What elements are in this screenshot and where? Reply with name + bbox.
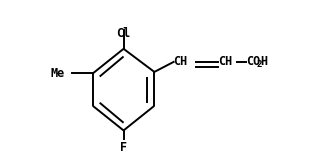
Text: H: H	[260, 55, 267, 68]
Text: Cl: Cl	[117, 27, 131, 40]
Text: 2: 2	[256, 60, 262, 69]
Text: CH: CH	[174, 55, 188, 68]
Text: F: F	[120, 141, 127, 154]
Text: Me: Me	[50, 67, 64, 80]
Text: CH: CH	[218, 55, 232, 68]
Text: CO: CO	[246, 55, 260, 68]
